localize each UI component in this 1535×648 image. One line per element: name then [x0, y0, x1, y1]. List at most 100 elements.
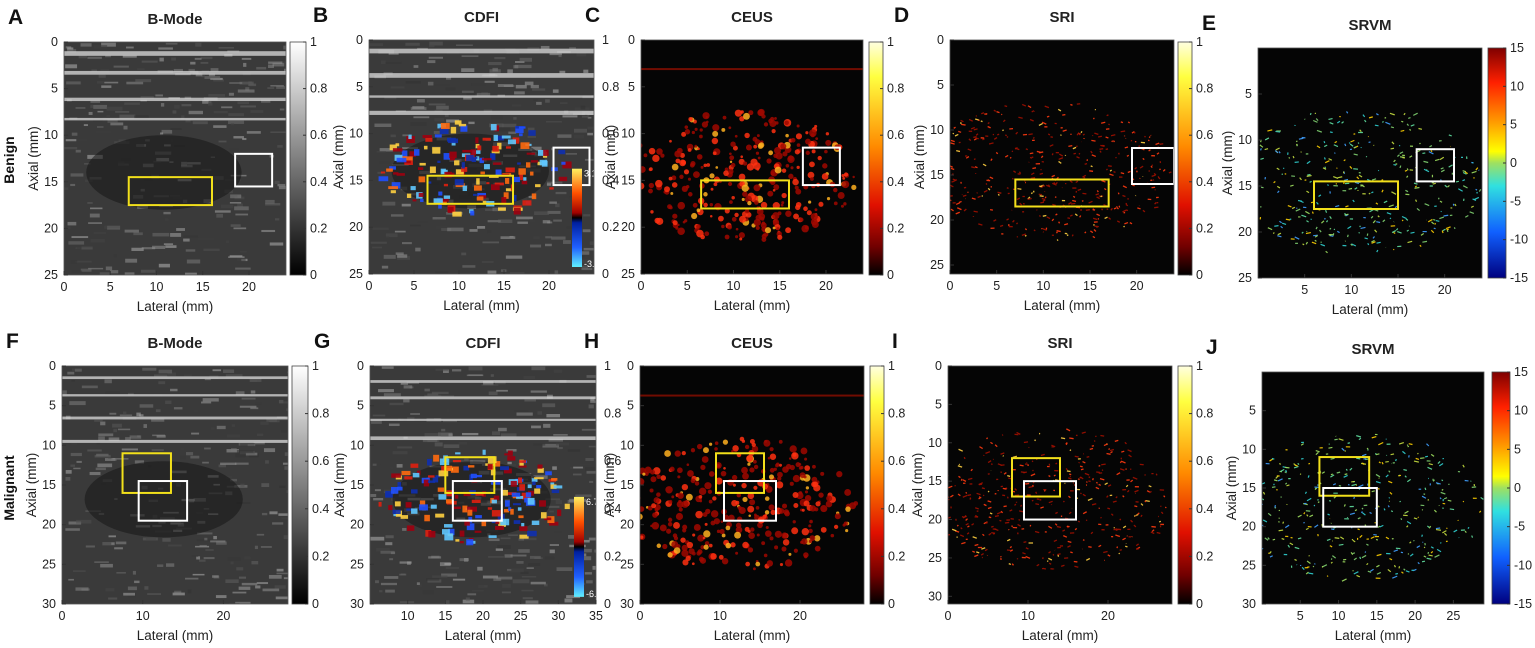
x-axis-label: Lateral (mm) [445, 628, 522, 643]
colorbar-tick-label: 5 [1510, 118, 1517, 132]
panel-image [950, 40, 1174, 274]
panel-title: CDFI [466, 335, 501, 352]
x-tick-label: 5 [684, 279, 691, 293]
colorbar-tick-label: 1 [888, 359, 895, 373]
axes-frame [368, 39, 595, 275]
colorbar-tick-label: 0.6 [1196, 128, 1213, 142]
colorbar-tick-label: 0.2 [602, 220, 619, 234]
panel-title: CDFI [464, 9, 499, 26]
white-roi-box [801, 146, 841, 187]
yellow-roi-box [1011, 457, 1061, 498]
x-tick-label: 20 [1438, 283, 1452, 297]
image-texture [62, 367, 288, 604]
y-tick-label: 25 [928, 551, 942, 565]
panel-image [1258, 48, 1482, 278]
colorbar-tick-label: 0.8 [604, 407, 621, 421]
x-tick-label: 20 [542, 279, 556, 293]
x-tick-label: 30 [551, 609, 565, 623]
x-tick-label: 0 [59, 609, 66, 623]
colorbar-tick-label: -5 [1510, 194, 1521, 208]
panel-e: E SRVM 5 10 15 20 5 10 15 20 25 Lateral (mm) Axial (… [1202, 12, 1528, 317]
colorbar-tick-label: 10 [1510, 79, 1524, 93]
panel-letter: G [314, 330, 330, 353]
x-tick-label: 10 [452, 279, 466, 293]
y-tick-label: 10 [349, 127, 363, 141]
y-tick-label: 10 [1238, 133, 1252, 147]
y-tick-label: 0 [357, 359, 364, 373]
yellow-roi-box [444, 456, 496, 494]
y-tick-label: 10 [620, 438, 634, 452]
colorbar-tick-label: 0.2 [888, 549, 905, 563]
colorbar [289, 41, 307, 276]
panel-letter: H [584, 330, 599, 353]
y-axis-label: Axial (mm) [603, 125, 618, 190]
x-axis-label: Lateral (mm) [714, 298, 791, 313]
panel-title: CEUS [731, 335, 773, 352]
white-roi-box [552, 146, 591, 187]
x-tick-label: 20 [1130, 279, 1144, 293]
row-label-malignant: Malignant [1, 455, 17, 521]
panel-image [640, 366, 864, 604]
doppler-scale-min: -3.9 [584, 259, 600, 269]
yellow-roi-box [1014, 178, 1110, 208]
y-tick-label: 0 [628, 33, 635, 47]
x-axis-label: Lateral (mm) [1024, 298, 1101, 313]
y-tick-label: 30 [928, 589, 942, 603]
white-roi-box [1415, 148, 1455, 183]
colorbar [1177, 41, 1193, 276]
y-tick-label: 10 [42, 438, 56, 452]
y-tick-label: 15 [620, 478, 634, 492]
colorbar-tick-label: 1 [310, 35, 317, 49]
y-tick-label: 15 [44, 175, 58, 189]
x-tick-label: 20 [819, 279, 833, 293]
y-tick-label: 0 [627, 359, 634, 373]
x-tick-label: 10 [136, 609, 150, 623]
colorbar-tick-label: 0 [312, 597, 319, 611]
colorbar-tick-label: 0.8 [312, 407, 329, 421]
image-texture [641, 68, 863, 243]
x-tick-label: 5 [411, 279, 418, 293]
colorbar-tick-label: 1 [602, 33, 609, 47]
colorbar-tick-label: 0.4 [887, 175, 904, 189]
colorbar-tick-label: 0.4 [1196, 175, 1213, 189]
x-tick-label: 10 [1036, 279, 1050, 293]
y-tick-label: 25 [350, 557, 364, 571]
colorbar-tick-label: 0.8 [888, 407, 905, 421]
colorbar-tick-label: -10 [1510, 233, 1528, 247]
panel-letter: B [313, 4, 328, 27]
colorbar-tick-label: 0.6 [602, 127, 619, 141]
colorbar-tick-label: 0.2 [1196, 549, 1213, 563]
panel-title: SRVM [1351, 341, 1394, 358]
colorbar [1177, 365, 1193, 605]
y-tick-label: 20 [42, 518, 56, 532]
y-axis-label: Axial (mm) [331, 125, 346, 190]
y-tick-label: 20 [930, 213, 944, 227]
x-tick-label: 10 [401, 609, 415, 623]
x-tick-label: 0 [366, 279, 373, 293]
y-axis-label: Axial (mm) [332, 453, 347, 518]
doppler-scale-bar [572, 168, 582, 267]
y-tick-label: 0 [51, 35, 58, 49]
doppler-scale-max: 3.1 [584, 169, 597, 179]
y-tick-label: 5 [1249, 404, 1256, 418]
panel-j: J SRVM 5 10 15 20 25 5 10 15 20 25 30 Lateral (mm) Axi… [1206, 336, 1532, 643]
panel-letter: D [894, 4, 909, 27]
y-axis-label: Axial (mm) [24, 453, 39, 518]
x-tick-label: 20 [1101, 609, 1115, 623]
y-tick-label: 5 [937, 78, 944, 92]
x-tick-label: 5 [107, 280, 114, 294]
x-tick-label: 10 [1344, 283, 1358, 297]
axes-frame [640, 39, 864, 275]
x-tick-label: 15 [1370, 609, 1384, 623]
y-tick-label: 5 [356, 80, 363, 94]
x-tick-label: 5 [993, 279, 1000, 293]
yellow-roi-box [426, 174, 514, 205]
y-tick-label: 25 [621, 267, 635, 281]
image-texture [640, 394, 864, 571]
y-axis-label: Axial (mm) [1220, 131, 1235, 196]
yellow-roi-box [715, 452, 765, 494]
y-tick-label: 25 [42, 557, 56, 571]
